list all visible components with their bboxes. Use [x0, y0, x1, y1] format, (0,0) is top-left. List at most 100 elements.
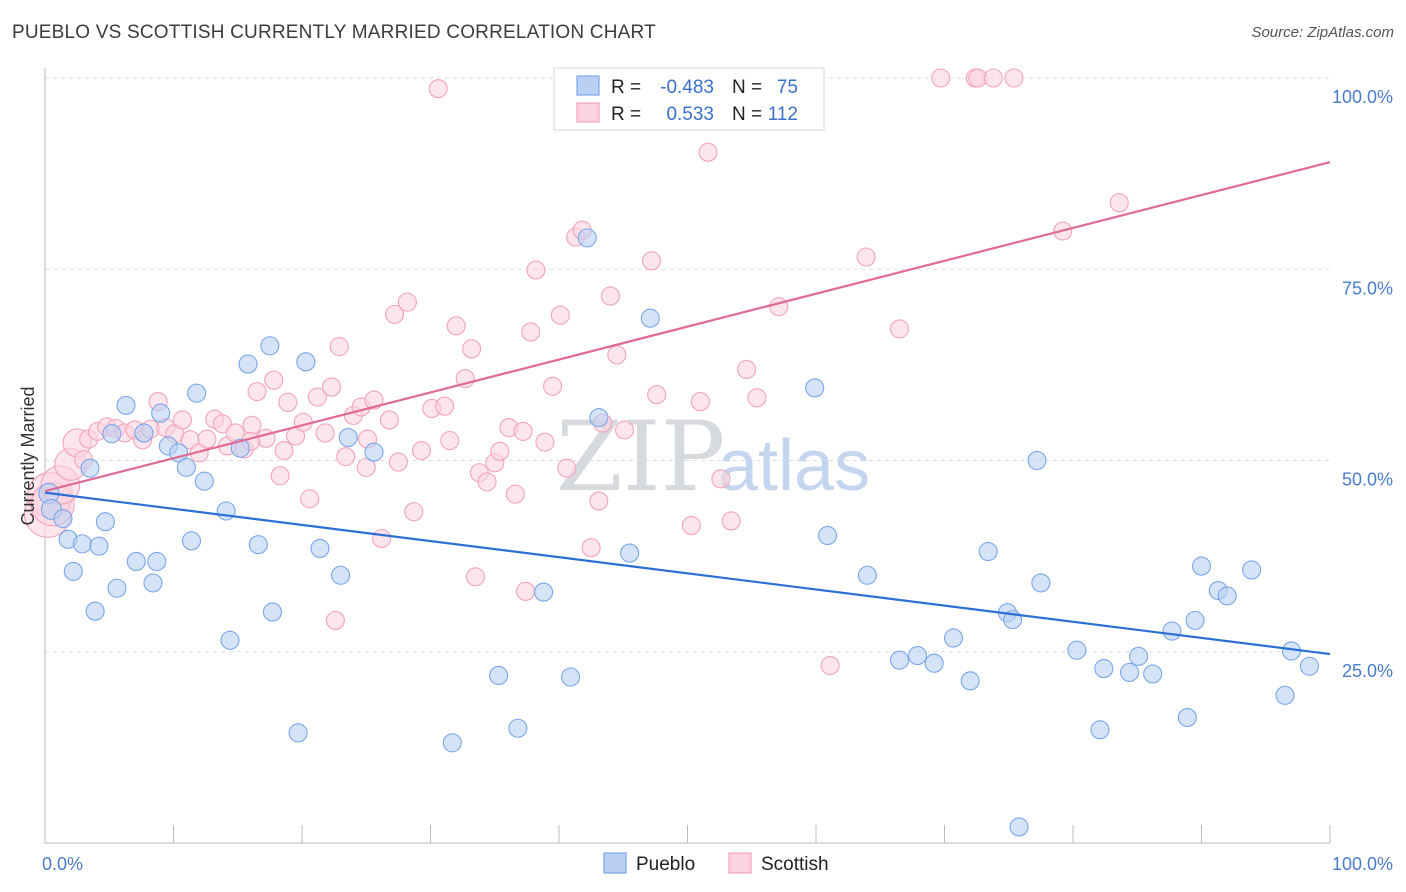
scottish-point-31 [270, 466, 290, 486]
scottish-point-44 [364, 390, 384, 410]
scottish-point-39 [329, 336, 349, 357]
scottish-point-91 [769, 297, 789, 317]
pueblo-point-33 [310, 538, 330, 559]
scottish-point-78 [607, 345, 627, 365]
scottish-point-84 [690, 392, 710, 412]
scottish-point-37 [315, 423, 335, 443]
scottish-points [23, 68, 1129, 676]
pueblo-point-52 [943, 628, 964, 648]
scottish-point-49 [397, 292, 417, 312]
pueblo-point-29 [260, 336, 280, 356]
pueblo-point-22 [187, 383, 207, 403]
legend-swatch-pueblo [576, 75, 600, 96]
scottish-point-47 [384, 304, 405, 324]
legend-r-value-scottish: 0.533 [666, 104, 714, 125]
pueblo-point-32 [296, 352, 316, 372]
y-tick-label-25: 25.0% [1342, 661, 1393, 681]
legend-r-label-scottish: R = [611, 104, 641, 125]
scottish-point-48 [388, 452, 408, 472]
scottish-point-81 [641, 251, 662, 271]
pueblo-point-16 [147, 551, 167, 572]
scottish-point-66 [521, 322, 541, 342]
watermark-atlas: atlas [718, 426, 870, 506]
pueblo-point-40 [534, 582, 554, 602]
stats-legend: R = -0.483 N = 75 R = 0.533 N = 112 [553, 67, 825, 131]
pueblo-points [38, 228, 1319, 837]
pueblo-point-61 [1090, 720, 1110, 740]
y-tick-labels: 25.0% 50.0% 75.0% 100.0% [1332, 87, 1393, 681]
pueblo-point-60 [1067, 640, 1087, 660]
pueblo-point-58 [1027, 450, 1047, 471]
scottish-point-60 [477, 472, 497, 492]
scottish-point-46 [379, 410, 399, 430]
pueblo-point-45 [640, 308, 660, 328]
x-tick-label-max: 100.0% [1332, 854, 1393, 874]
series-legend: Pueblo Scottish [603, 852, 829, 875]
scottish-point-90 [747, 388, 767, 408]
scottish-point-101 [1109, 193, 1129, 213]
scottish-point-36 [307, 387, 327, 407]
pueblo-point-38 [489, 665, 509, 686]
scottish-trend-line [44, 161, 1331, 493]
scottish-point-56 [446, 316, 466, 336]
pueblo-point-24 [216, 501, 236, 521]
pueblo-point-9 [95, 512, 115, 532]
pueblo-point-43 [589, 408, 609, 428]
pueblo-point-8 [89, 536, 109, 556]
y-tick-label-50: 50.0% [1342, 470, 1393, 490]
pueblo-point-14 [134, 423, 154, 443]
pueblo-point-50 [907, 646, 928, 666]
scottish-point-65 [513, 421, 533, 441]
pueblo-point-71 [1217, 586, 1237, 606]
pueblo-point-21 [181, 531, 202, 551]
pueblo-point-42 [577, 228, 597, 248]
y-tick-label-75: 75.0% [1342, 278, 1393, 298]
scottish-point-98 [983, 68, 1003, 88]
scottish-point-58 [462, 339, 482, 359]
pueblo-point-72 [1242, 560, 1262, 580]
y-axis-label: Currently Married [18, 386, 38, 525]
pueblo-point-11 [107, 578, 127, 598]
pueblo-point-7 [85, 601, 105, 621]
scottish-point-70 [550, 305, 570, 325]
scottish-point-88 [721, 511, 741, 531]
scottish-point-102 [325, 610, 345, 630]
pueblo-point-6 [80, 458, 100, 478]
pueblo-point-30 [262, 602, 282, 622]
pueblo-point-73 [1275, 685, 1295, 705]
pueblo-point-4 [63, 561, 83, 581]
x-tick-label-min: 0.0% [42, 854, 83, 874]
scottish-point-27 [242, 415, 262, 435]
series-label-scottish: Scottish [761, 854, 829, 875]
pueblo-point-47 [818, 525, 838, 546]
pueblo-point-28 [248, 535, 268, 555]
scottish-point-107 [274, 441, 294, 461]
legend-n-value-scottish: 112 [768, 104, 798, 125]
pueblo-point-36 [364, 442, 384, 462]
scottish-point-83 [681, 515, 701, 536]
axes [44, 68, 1331, 844]
legend-n-value-pueblo: 75 [777, 77, 798, 98]
scottish-point-53 [428, 79, 448, 99]
scottish-point-69 [543, 376, 563, 396]
scottish-point-50 [404, 502, 424, 522]
scottish-point-54 [435, 396, 455, 416]
scottish-point-85 [698, 142, 718, 162]
legend-r-value-pueblo: -0.483 [660, 77, 714, 98]
pueblo-point-59 [1031, 573, 1051, 593]
series-swatch-pueblo [603, 852, 627, 874]
scottish-point-32 [278, 392, 298, 412]
pueblo-point-44 [620, 543, 640, 563]
pueblo-point-31 [288, 723, 308, 743]
grid-lines [45, 77, 1330, 653]
pueblo-point-13 [126, 551, 146, 572]
scottish-point-45 [372, 528, 392, 549]
pueblo-point-48 [857, 565, 877, 585]
pueblo-point-64 [1128, 646, 1149, 666]
scottish-point-28 [247, 382, 267, 402]
y-tick-label-100: 100.0% [1332, 87, 1393, 107]
series-label-pueblo: Pueblo [636, 854, 695, 875]
scottish-point-64 [505, 484, 525, 504]
scottish-point-82 [647, 385, 667, 405]
